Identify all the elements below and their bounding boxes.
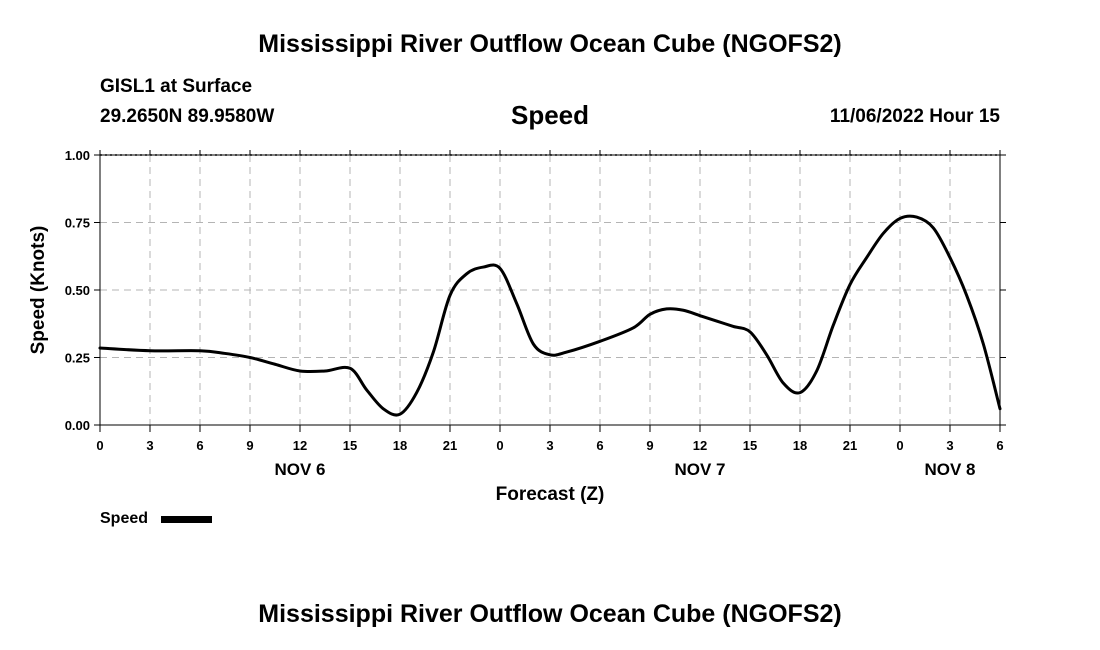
x-tick-label: 6 [196, 438, 203, 453]
x-tick-label: 3 [546, 438, 553, 453]
axis-ticks [94, 150, 1006, 432]
axis-tick-labels: 0 3 6 9 12 15 18 21 0 3 6 9 12 15 18 21 0 3 6 0.00 0.25 0.50 0… [65, 148, 1004, 479]
legend-swatch [161, 516, 212, 523]
date-label: NOV 8 [924, 460, 975, 479]
x-axis-label: Forecast (Z) [496, 484, 605, 505]
station-label: GISL1 at Surface [100, 76, 253, 97]
x-tick-label: 9 [646, 438, 653, 453]
x-tick-label: 18 [793, 438, 807, 453]
y-tick-label: 0.75 [65, 216, 90, 231]
x-tick-label: 15 [743, 438, 757, 453]
footer-title: Mississippi River Outflow Ocean Cube (NG… [258, 600, 842, 628]
station-coords: 29.2650N 89.9580W [100, 106, 275, 127]
speed-series-line [98, 214, 1002, 417]
x-tick-label: 6 [996, 438, 1003, 453]
x-tick-label: 3 [946, 438, 953, 453]
x-tick-label: 6 [596, 438, 603, 453]
date-label: NOV 6 [274, 460, 325, 479]
y-tick-label: 0.00 [65, 418, 90, 433]
x-tick-label: 0 [496, 438, 503, 453]
legend-label: Speed [100, 510, 149, 527]
x-tick-label: 21 [843, 438, 857, 453]
x-tick-label: 0 [96, 438, 103, 453]
y-tick-label: 0.50 [65, 283, 90, 298]
x-tick-label: 12 [293, 438, 307, 453]
x-tick-label: 18 [393, 438, 407, 453]
x-tick-label: 12 [693, 438, 707, 453]
x-tick-label: 15 [343, 438, 357, 453]
variable-title: Speed [510, 100, 590, 130]
plot-frame [99, 154, 1001, 426]
grid-lines [100, 154, 1000, 425]
x-tick-label: 9 [246, 438, 253, 453]
forecast-datetime: 11/06/2022 Hour 15 [829, 106, 1000, 127]
date-label: NOV 7 [674, 460, 725, 479]
y-tick-label: 0.25 [65, 351, 90, 366]
y-tick-label: 1.00 [65, 148, 90, 163]
chart-title: Mississippi River Outflow Ocean Cube (NG… [258, 30, 842, 58]
x-tick-label: 3 [146, 438, 153, 453]
y-axis-label: Speed (Knots) [28, 226, 49, 355]
x-tick-label: 0 [896, 438, 903, 453]
x-tick-label: 21 [443, 438, 457, 453]
